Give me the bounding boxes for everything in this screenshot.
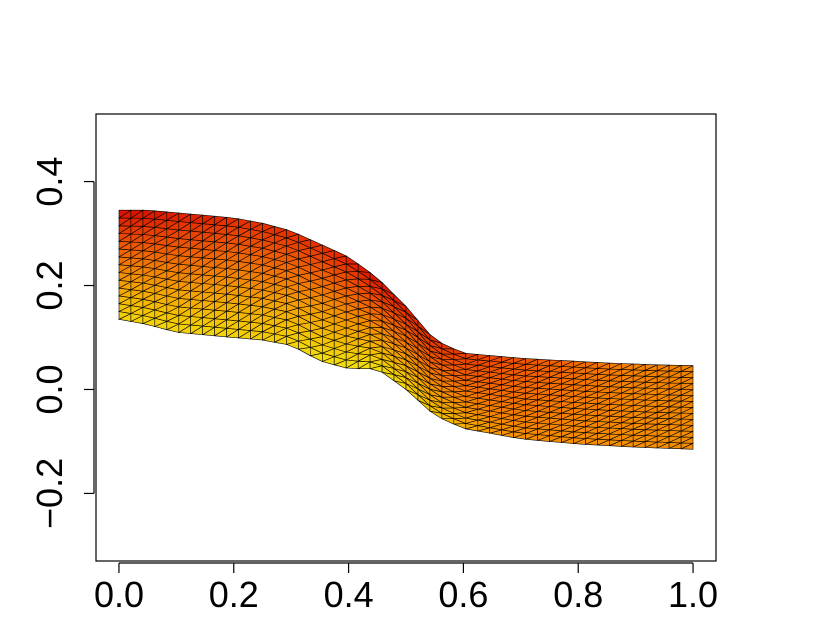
mesh-triangle: [608, 362, 622, 370]
mesh-triangle: [178, 212, 192, 223]
mesh-triangle: [298, 233, 312, 243]
x-tick-label: 0.6: [438, 574, 488, 615]
mesh-triangle: [656, 364, 670, 372]
mesh-triangle: [561, 360, 574, 367]
mesh-triangle: [632, 363, 646, 371]
x-axis: 0.0 0.2 0.4 0.6 0.8 1.0: [94, 562, 718, 615]
y-tick-label: −0.2: [29, 458, 70, 529]
mesh-triangle: [357, 263, 372, 273]
mesh-triangle: [417, 319, 431, 335]
mesh-triangle: [274, 226, 288, 236]
mesh-triangle: [477, 354, 490, 361]
mesh-triangle: [489, 355, 502, 362]
y-axis: −0.2 0.0 0.2 0.4: [29, 157, 95, 529]
mesh-triangle: [525, 358, 538, 365]
mesh-triangle: [441, 342, 454, 350]
mesh-triangle: [309, 239, 324, 249]
mesh-triangle: [620, 363, 634, 370]
mesh-triangle: [537, 358, 550, 366]
mesh-triangle: [680, 365, 694, 372]
mesh-triangle: [321, 244, 336, 254]
y-tick-label: 0.2: [29, 260, 70, 310]
x-tick-label: 0.8: [553, 574, 603, 615]
mesh-triangle: [441, 418, 455, 425]
x-tick-label: 0.2: [209, 574, 259, 615]
mesh-triangle: [286, 229, 300, 239]
mesh-triangle: [465, 352, 478, 360]
mesh-triangle: [453, 348, 466, 355]
mesh-triangle: [345, 255, 360, 265]
mesh-triangle: [154, 210, 168, 220]
mesh-triangle: [333, 249, 348, 259]
x-tick-label: 1.0: [668, 574, 718, 615]
mesh-triangle: [549, 359, 562, 367]
mesh-triangle: [130, 209, 144, 219]
mesh-triangle: [190, 213, 204, 224]
mesh-triangle: [585, 361, 598, 369]
mesh-triangle: [202, 214, 216, 225]
mesh-triangle: [573, 360, 586, 368]
mesh-triangle: [668, 364, 682, 372]
mesh-triangle: [369, 271, 383, 283]
x-tick-label: 0.4: [324, 574, 374, 615]
mesh-triangle: [597, 362, 610, 369]
mesh-triangle: [262, 222, 276, 232]
mesh-triangle: [214, 215, 228, 226]
mesh-surface: [118, 209, 694, 450]
mesh-triangle: [405, 305, 419, 321]
mesh-triangle: [644, 364, 658, 371]
x-tick-label: 0.0: [94, 574, 144, 615]
mesh-triangle: [381, 281, 395, 295]
mesh-triangle: [226, 216, 240, 227]
mesh-triangle: [393, 293, 407, 307]
y-tick-label: 0.4: [29, 157, 70, 207]
y-tick-label: 0.0: [29, 364, 70, 414]
mesh-triangle: [118, 209, 132, 219]
mesh-triangle: [429, 333, 443, 344]
plot-frame: [95, 113, 717, 562]
mesh-triangle: [250, 220, 264, 230]
mesh-triangle: [166, 211, 180, 221]
mesh-triangle: [513, 357, 526, 364]
mesh-triangle: [501, 356, 514, 363]
mesh-triangle: [238, 218, 252, 228]
mesh-triangle: [142, 209, 156, 219]
